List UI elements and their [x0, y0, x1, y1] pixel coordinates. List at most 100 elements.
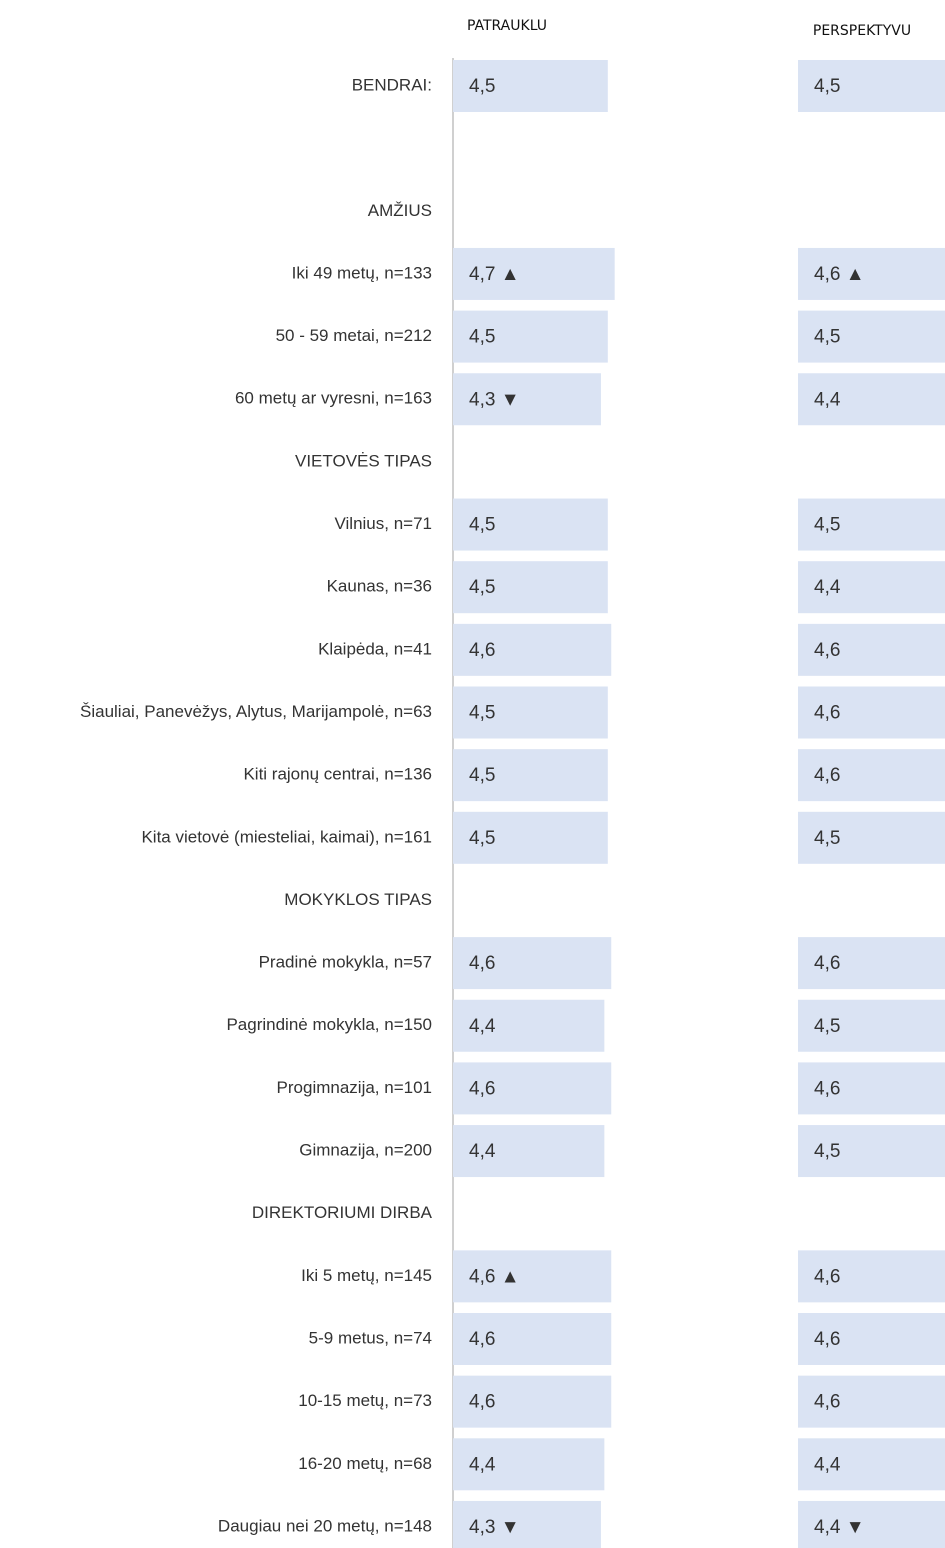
category-label: MOKYKLOS TIPAS	[284, 890, 432, 909]
series-header: PERSPEKTYVU	[813, 23, 911, 39]
value-label: 4,7 ▲	[469, 264, 520, 285]
category-label: BENDRAI:	[352, 75, 432, 94]
value-label: 4,4	[469, 1141, 496, 1162]
value-label: 4,5	[814, 327, 840, 348]
category-label: Vilnius, n=71	[334, 514, 432, 533]
bar	[453, 1375, 612, 1428]
category-label: Šiauliai, Panevėžys, Alytus, Marijampolė…	[80, 702, 432, 721]
bar	[798, 1250, 945, 1303]
value-label: 4,3 ▼	[469, 1517, 520, 1538]
bar	[453, 1438, 605, 1491]
value-label: 4,4	[469, 1454, 496, 1475]
value-label: 4,6	[814, 1329, 840, 1350]
bar	[453, 623, 612, 676]
bar	[798, 999, 945, 1052]
value-label: 4,6	[814, 953, 840, 974]
value-label: 4,6	[814, 640, 840, 661]
bar	[453, 1062, 612, 1115]
bar	[798, 373, 945, 426]
category-label: Kita vietovė (miesteliai, kaimai), n=161	[141, 827, 432, 846]
value-label: 4,5	[469, 577, 495, 598]
bar	[453, 811, 608, 864]
value-label: 4,6	[469, 1392, 495, 1413]
value-label: 4,6	[469, 1078, 495, 1099]
value-label: 4,6	[814, 765, 840, 786]
bar	[798, 1313, 945, 1365]
category-label: Iki 49 metų, n=133	[292, 263, 432, 282]
value-label: 4,4 ▼	[814, 1517, 865, 1538]
bar	[453, 498, 608, 551]
value-label: 4,5	[469, 828, 495, 849]
bar	[453, 1250, 612, 1303]
value-label: 4,6 ▲	[469, 1266, 520, 1287]
value-label: 4,5	[814, 76, 840, 97]
category-label: 50 - 59 metai, n=212	[276, 326, 432, 345]
bar	[798, 811, 945, 864]
bar	[798, 561, 945, 614]
value-label: 4,5	[469, 327, 495, 348]
bar	[798, 1062, 945, 1115]
value-label: 4,4	[814, 1454, 841, 1475]
bar	[453, 686, 608, 739]
value-label: 4,5	[469, 765, 495, 786]
category-label: Pradinė mokykla, n=57	[259, 953, 432, 972]
category-label: DIREKTORIUMI DIRBA	[252, 1203, 433, 1222]
value-label: 4,5	[814, 828, 840, 849]
bar	[798, 686, 945, 739]
value-label: 4,4	[814, 389, 841, 410]
value-label: 4,6	[814, 703, 840, 724]
value-label: 4,6	[469, 640, 495, 661]
value-label: 4,6	[469, 953, 495, 974]
bar	[453, 749, 608, 802]
bar	[798, 1375, 945, 1428]
bar	[453, 310, 608, 363]
bar	[798, 623, 945, 676]
bar	[453, 247, 615, 300]
bar	[798, 937, 945, 990]
category-label: Pagrindinė mokykla, n=150	[226, 1015, 432, 1034]
category-label: Daugiau nei 20 metų, n=148	[218, 1516, 432, 1535]
series-header: PATRAUKLU	[467, 18, 547, 34]
value-label: 4,3 ▼	[469, 389, 520, 410]
bar	[453, 1500, 601, 1548]
bar	[453, 60, 608, 112]
value-label: 4,5	[814, 1016, 840, 1037]
bar	[798, 247, 945, 300]
bar	[798, 498, 945, 551]
value-label: 4,4	[469, 1016, 496, 1037]
bar	[798, 1500, 945, 1548]
value-label: 4,5	[814, 515, 840, 536]
bar	[798, 1438, 945, 1491]
bar	[798, 310, 945, 363]
value-label: 4,5	[469, 703, 495, 724]
bar	[453, 1125, 605, 1178]
bar	[453, 999, 605, 1052]
bar	[453, 561, 608, 614]
value-label: 4,5	[469, 515, 495, 536]
value-label: 4,6	[814, 1078, 840, 1099]
category-label: VIETOVĖS TIPAS	[295, 451, 432, 470]
category-label: 10-15 metų, n=73	[298, 1391, 432, 1410]
category-label: 16-20 metų, n=68	[298, 1454, 432, 1473]
value-label: 4,5	[814, 1141, 840, 1162]
value-label: 4,6 ▲	[814, 264, 865, 285]
value-label: 4,6	[814, 1392, 840, 1413]
bar	[798, 1125, 945, 1178]
category-label: Progimnazija, n=101	[277, 1078, 432, 1097]
category-label: Kaunas, n=36	[327, 577, 432, 596]
category-label: Iki 5 metų, n=145	[301, 1266, 432, 1285]
value-label: 4,5	[469, 76, 495, 97]
category-label: Gimnazija, n=200	[299, 1141, 432, 1160]
category-label: Klaipėda, n=41	[318, 639, 432, 658]
category-label: AMŽIUS	[368, 201, 432, 220]
category-label: 5-9 metus, n=74	[309, 1328, 432, 1347]
value-label: 4,6	[814, 1266, 840, 1287]
category-label: Kiti rajonų centrai, n=136	[243, 765, 432, 784]
bar	[798, 60, 945, 112]
bar	[453, 1313, 612, 1365]
bar	[453, 373, 601, 426]
bar	[798, 749, 945, 802]
value-label: 4,4	[814, 577, 841, 598]
category-label: 60 metų ar vyresni, n=163	[235, 389, 432, 408]
